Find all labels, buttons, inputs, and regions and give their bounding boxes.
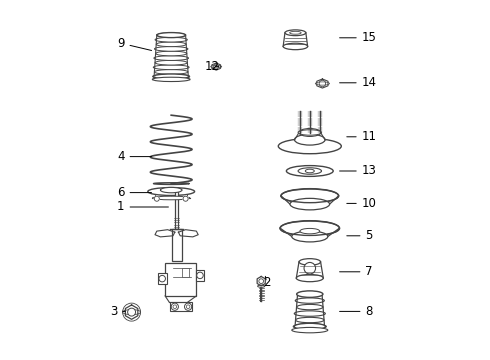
Ellipse shape: [153, 74, 189, 79]
Text: 12: 12: [205, 60, 220, 73]
Bar: [170, 302, 192, 311]
Ellipse shape: [156, 51, 187, 56]
Ellipse shape: [154, 56, 189, 60]
Ellipse shape: [294, 311, 325, 316]
Circle shape: [259, 279, 264, 284]
Text: 15: 15: [340, 31, 377, 44]
Ellipse shape: [298, 168, 321, 174]
Text: 8: 8: [340, 305, 373, 318]
Ellipse shape: [154, 69, 188, 74]
Polygon shape: [165, 296, 196, 302]
Ellipse shape: [305, 169, 314, 173]
Ellipse shape: [281, 189, 339, 203]
Ellipse shape: [294, 134, 325, 145]
Circle shape: [214, 64, 219, 69]
Ellipse shape: [157, 33, 186, 37]
Ellipse shape: [292, 328, 328, 333]
Text: 4: 4: [117, 150, 151, 163]
Ellipse shape: [298, 130, 321, 135]
Ellipse shape: [153, 65, 189, 69]
Polygon shape: [283, 33, 308, 46]
Text: 5: 5: [347, 229, 373, 242]
Circle shape: [154, 196, 159, 201]
Ellipse shape: [296, 291, 323, 297]
Circle shape: [197, 272, 203, 279]
Text: 14: 14: [340, 76, 377, 89]
Ellipse shape: [285, 30, 306, 36]
Bar: [182, 268, 189, 277]
Bar: [158, 273, 167, 284]
Ellipse shape: [160, 187, 182, 193]
Ellipse shape: [293, 324, 326, 329]
Text: 7: 7: [340, 265, 373, 278]
Ellipse shape: [154, 46, 188, 51]
Ellipse shape: [157, 33, 186, 37]
Ellipse shape: [299, 258, 320, 265]
Polygon shape: [280, 228, 339, 237]
Polygon shape: [317, 79, 328, 88]
Ellipse shape: [286, 166, 333, 176]
Bar: [196, 270, 204, 281]
Ellipse shape: [155, 60, 187, 65]
Ellipse shape: [153, 74, 190, 79]
Text: 9: 9: [117, 37, 151, 50]
Bar: [172, 229, 182, 261]
Text: 6: 6: [117, 186, 151, 199]
Polygon shape: [257, 276, 265, 286]
Ellipse shape: [156, 42, 186, 47]
Text: 3: 3: [110, 305, 125, 318]
Ellipse shape: [148, 188, 195, 195]
Ellipse shape: [290, 198, 330, 210]
Ellipse shape: [152, 196, 190, 200]
Polygon shape: [281, 196, 339, 204]
Text: 1: 1: [117, 201, 169, 213]
Text: 10: 10: [347, 197, 377, 210]
Ellipse shape: [283, 43, 308, 50]
Text: 2: 2: [263, 276, 270, 289]
Ellipse shape: [296, 304, 323, 310]
Ellipse shape: [294, 323, 325, 330]
Polygon shape: [178, 230, 198, 237]
Ellipse shape: [300, 229, 319, 234]
Bar: [165, 263, 196, 296]
Polygon shape: [155, 230, 175, 237]
Circle shape: [183, 196, 188, 201]
Circle shape: [319, 80, 326, 87]
Ellipse shape: [295, 298, 324, 303]
Ellipse shape: [292, 231, 328, 242]
Ellipse shape: [258, 285, 265, 287]
Circle shape: [304, 262, 316, 274]
Ellipse shape: [278, 139, 342, 154]
Circle shape: [186, 305, 190, 309]
Ellipse shape: [295, 318, 324, 323]
Ellipse shape: [299, 129, 320, 136]
Ellipse shape: [280, 221, 340, 236]
Ellipse shape: [296, 274, 323, 282]
Text: 11: 11: [347, 130, 377, 143]
Polygon shape: [212, 63, 220, 70]
Ellipse shape: [297, 292, 322, 297]
Circle shape: [173, 305, 176, 309]
Text: 13: 13: [340, 165, 377, 177]
Ellipse shape: [290, 31, 301, 34]
Bar: [175, 191, 178, 229]
Circle shape: [159, 275, 166, 282]
Polygon shape: [296, 262, 323, 278]
Polygon shape: [125, 305, 138, 319]
Circle shape: [185, 303, 192, 310]
Circle shape: [127, 308, 136, 316]
Circle shape: [171, 303, 178, 310]
Ellipse shape: [152, 77, 190, 82]
Ellipse shape: [155, 37, 187, 42]
